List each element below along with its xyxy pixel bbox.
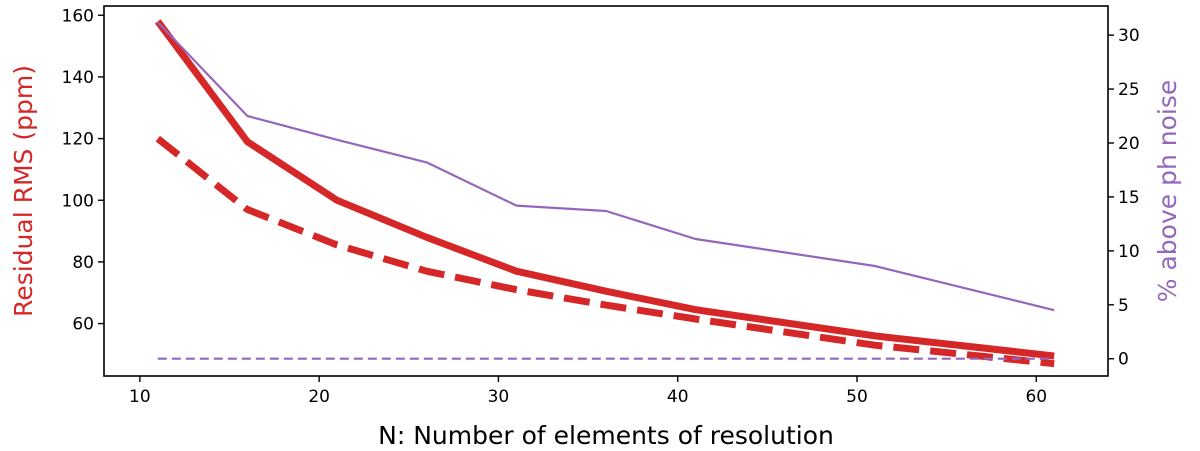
x-tick-label: 50 [846, 387, 868, 407]
series-line-residual-rms [154, 19, 1055, 360]
series-line--above-ph-noise [157, 21, 1055, 312]
series-line-photon-noise [155, 135, 1055, 368]
y2-axis-label: % above ph noise [1153, 80, 1182, 302]
y2-tick-label: 10 [1118, 242, 1140, 262]
y-tick-label: 100 [62, 191, 94, 211]
y-tick-label: 160 [62, 6, 94, 26]
y2-tick-label: 25 [1118, 80, 1140, 100]
x-tick-label: 30 [488, 387, 510, 407]
x-tick-label: 60 [1025, 387, 1047, 407]
y-tick-label: 140 [62, 68, 94, 88]
x-tick-label: 20 [308, 387, 330, 407]
y-tick-label: 60 [72, 315, 94, 335]
y2-tick-label: 30 [1118, 26, 1140, 46]
y-axis-label: Residual RMS (ppm) [9, 65, 38, 317]
x-tick-label: 10 [129, 387, 151, 407]
y2-tick-label: 20 [1118, 134, 1140, 154]
plot-frame [103, 5, 1109, 377]
x-axis-label: N: Number of elements of resolution [378, 421, 834, 450]
y2-tick-label: 15 [1118, 188, 1140, 208]
y-tick-label: 120 [62, 130, 94, 150]
y-tick-label: 80 [72, 253, 94, 273]
x-tick-label: 40 [667, 387, 689, 407]
y2-tick-label: 0 [1118, 350, 1129, 370]
y2-tick-label: 5 [1118, 296, 1129, 316]
